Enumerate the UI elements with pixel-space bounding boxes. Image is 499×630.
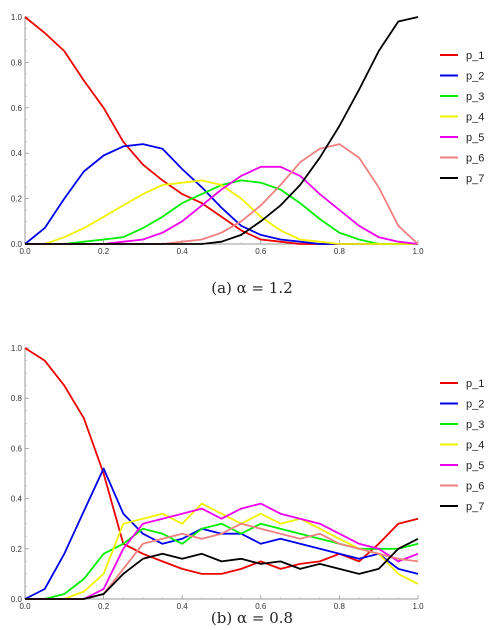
legend-label: p_6 (466, 481, 484, 493)
legend-label: p_1 (466, 378, 484, 390)
x-tick-label: 0.6 (255, 247, 267, 256)
y-tick-label: 0.2 (11, 195, 23, 204)
y-tick-label: 0.4 (11, 149, 23, 158)
x-tick-label: 0.0 (19, 602, 31, 611)
legend-label: p_4 (466, 112, 484, 124)
legend-label: p_5 (466, 460, 484, 472)
series-line-p-4 (25, 502, 419, 600)
y-tick-label: 0.8 (11, 394, 23, 403)
x-tick-label: 0.4 (177, 602, 189, 611)
legend-label: p_3 (466, 419, 484, 431)
y-tick-label: 1.0 (11, 13, 23, 22)
legend-label: p_6 (466, 153, 484, 165)
series-line-p-4 (25, 179, 418, 245)
x-tick-label: 0.2 (98, 247, 110, 256)
y-tick-label: 0.4 (11, 495, 23, 504)
legend-label: p_4 (466, 440, 484, 452)
series-line-p-5 (25, 502, 419, 600)
series-line-p-1 (24, 16, 418, 245)
y-tick-label: 1.0 (11, 344, 23, 353)
legend-label: p_7 (466, 501, 484, 513)
y-tick-label: 0.0 (11, 595, 23, 604)
series-line-p-7 (25, 537, 419, 600)
series-line-p-1 (24, 347, 419, 575)
x-tick-label: 0.4 (177, 247, 189, 256)
caption-a: (a) α = 1.2 (211, 279, 293, 297)
x-tick-label: 1.0 (412, 247, 424, 256)
x-tick-label: 0.8 (334, 602, 346, 611)
y-tick-label: 0.2 (11, 545, 23, 554)
panel-a-plot: 0.0 0.2 0.4 0.6 0.8 1.0 0.0 0.2 0.4 0.6 0.8 1.0 p_1p… (11, 13, 484, 256)
panel-b-plot: 0.0 0.2 0.4 0.6 0.8 1.0 0.0 0.2 0.4 0.6 0.8 1.0 p_1p… (11, 344, 484, 611)
legend-label: p_2 (466, 71, 484, 83)
y-tick-label: 0.8 (11, 58, 23, 67)
x-tick-label: 1.0 (412, 602, 424, 611)
x-tick-label: 0.6 (255, 602, 267, 611)
x-tick-label: 0.8 (334, 247, 346, 256)
legend-label: p_1 (466, 50, 484, 62)
legend-label: p_5 (466, 132, 484, 144)
x-tick-label: 0.0 (19, 247, 31, 256)
series-line-p-7 (25, 16, 419, 245)
legend-label: p_2 (466, 399, 484, 411)
caption-b: (b) α = 0.8 (211, 609, 293, 627)
legend-label: p_7 (466, 173, 484, 185)
y-tick-label: 0.6 (11, 444, 23, 453)
y-tick-label: 0.6 (11, 104, 23, 113)
x-tick-label: 0.2 (98, 602, 110, 611)
y-tick-label: 0.0 (11, 240, 23, 249)
legend-label: p_3 (466, 91, 484, 103)
